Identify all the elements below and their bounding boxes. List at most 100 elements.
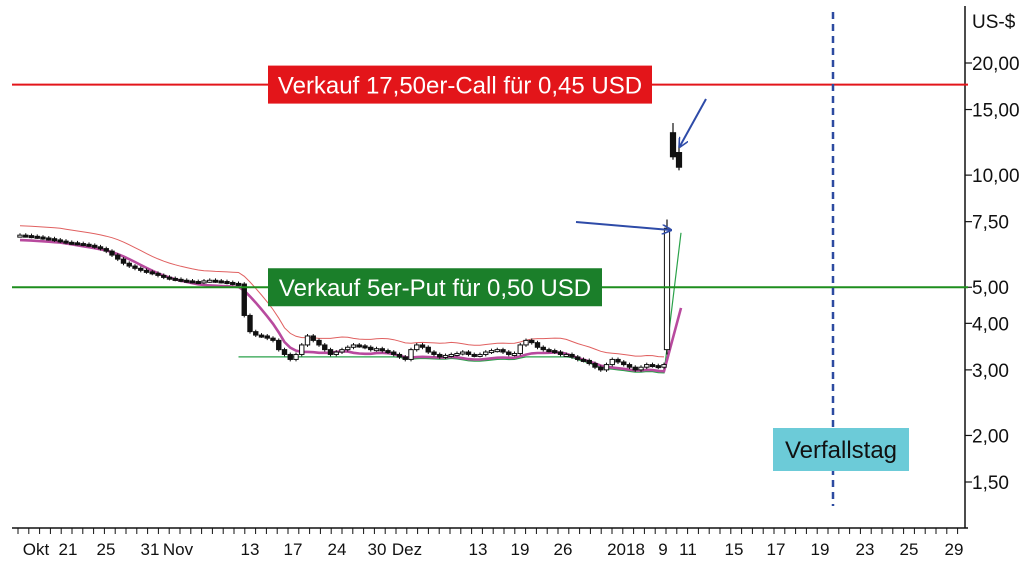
x-tick-label: 19	[511, 540, 530, 559]
candle-body	[195, 281, 201, 285]
expiry-label: Verfallstag	[785, 437, 897, 464]
candle-body	[172, 277, 178, 281]
candle-body	[115, 254, 121, 260]
x-tick-label: 13	[241, 540, 260, 559]
y-axis-unit: US-$	[972, 12, 1016, 33]
candle-body	[675, 152, 683, 168]
candle-body	[529, 339, 535, 344]
candle-body	[638, 366, 644, 371]
candle-body	[402, 356, 408, 360]
x-tick-label: 19	[811, 540, 830, 559]
candle-body	[471, 353, 477, 357]
candle-body	[540, 346, 546, 351]
candle-body	[86, 243, 92, 247]
x-tick-label: Okt	[23, 540, 50, 559]
candle-body	[57, 239, 63, 243]
call-banner	[268, 65, 652, 104]
candle-body	[120, 258, 127, 264]
candle-body	[632, 366, 638, 371]
candle-body	[373, 348, 380, 352]
candle-body	[149, 271, 155, 275]
x-tick-label: 31	[141, 540, 160, 559]
candle-body	[281, 349, 288, 355]
candle-body	[345, 346, 351, 351]
x-tick-label: Dez	[392, 540, 422, 559]
candle-body	[557, 351, 564, 355]
candle-body	[69, 241, 75, 245]
candle-body	[385, 350, 391, 354]
candle-body	[368, 346, 374, 351]
x-tick-label: 15	[725, 540, 744, 559]
candle-body	[258, 334, 265, 338]
y-tick-label: 7,50	[972, 213, 1009, 234]
candle-body	[316, 339, 322, 346]
candle-body	[264, 335, 270, 339]
candle-body	[178, 278, 184, 282]
x-tick-label: 29	[945, 540, 964, 559]
candle-body	[615, 358, 621, 363]
candle-body	[362, 345, 368, 349]
x-tick-label: 11	[679, 540, 697, 559]
candle-body	[437, 353, 443, 358]
candle-body	[511, 352, 518, 356]
y-tick-label: 15,00	[972, 101, 1020, 122]
candle-body	[356, 344, 362, 348]
y-tick-label: 10,00	[972, 166, 1020, 187]
annotation-arrow-upper	[680, 98, 707, 146]
x-tick-label: 21	[59, 540, 78, 559]
candle-body	[419, 344, 426, 348]
expiry-label-box	[773, 428, 909, 471]
candle-body	[166, 276, 173, 280]
candle-body	[580, 358, 587, 362]
y-tick-label: 4,00	[972, 314, 1009, 335]
candle-body	[241, 283, 247, 316]
put-banner	[268, 268, 602, 307]
x-axis-ticks: Okt 21 25 31 Nov 13 17 24 30 Dez 13 19 26 2018 9 11 15 17…	[17, 528, 964, 559]
candle-body	[189, 280, 196, 284]
x-tick-label: 13	[469, 540, 488, 559]
candle-body	[253, 331, 259, 336]
candle-body	[649, 364, 656, 368]
candle-body	[138, 267, 144, 271]
candle-body	[51, 238, 58, 242]
x-tick-label: 25	[900, 540, 919, 559]
candle-body	[270, 337, 276, 341]
candle-body	[28, 235, 35, 239]
candle-body	[655, 365, 661, 369]
candle-body	[155, 272, 161, 276]
candle-body	[644, 364, 650, 368]
candle-body	[465, 351, 472, 355]
candle-body	[304, 335, 311, 346]
candle-body	[276, 339, 282, 351]
candle-body	[299, 344, 305, 355]
lower-band-line	[238, 232, 682, 374]
candle-body	[224, 281, 230, 285]
x-tick-label: 24	[328, 540, 347, 559]
candle-body	[609, 358, 615, 366]
x-tick-label: 23	[856, 540, 875, 559]
candle-body	[488, 350, 495, 354]
candle-body	[34, 235, 40, 239]
candle-body	[396, 353, 403, 358]
candle-body	[143, 269, 150, 273]
candle-body	[454, 352, 460, 356]
candle-body	[586, 359, 592, 365]
candle-body	[669, 132, 677, 158]
candle-body	[414, 344, 420, 351]
x-tick-label: 2018	[607, 540, 645, 559]
candle-body	[460, 351, 466, 355]
candle-body	[603, 364, 610, 371]
candle-body	[391, 351, 397, 355]
x-tick-label: 9	[658, 540, 667, 559]
upper-band-line	[19, 225, 665, 358]
candle-body	[350, 344, 357, 348]
candle-body	[494, 349, 500, 353]
candle-body	[483, 351, 489, 355]
candle-body	[592, 363, 598, 368]
candle-body	[517, 344, 523, 354]
candle-body	[327, 349, 334, 355]
x-tick-label: Nov	[163, 540, 194, 559]
candle-body	[310, 335, 316, 341]
candle-body	[448, 353, 454, 357]
candle-body	[563, 353, 569, 357]
